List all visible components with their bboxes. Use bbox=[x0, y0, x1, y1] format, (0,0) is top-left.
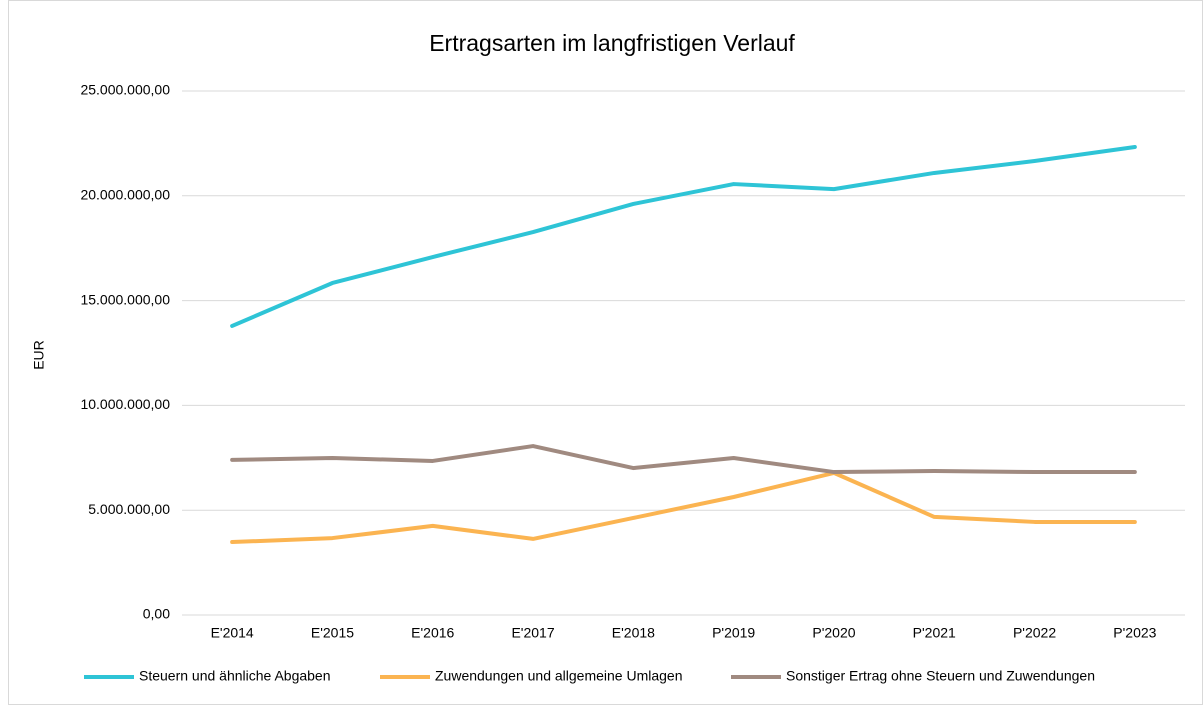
x-tick-label: P'2019 bbox=[712, 625, 755, 641]
legend-label: Zuwendungen und allgemeine Umlagen bbox=[435, 668, 683, 684]
y-tick-label: 15.000.000,00 bbox=[80, 291, 170, 307]
series-line bbox=[230, 144, 1137, 328]
x-tick-label: E'2015 bbox=[311, 625, 354, 641]
x-tick-label: E'2018 bbox=[612, 625, 655, 641]
y-tick-label: 10.000.000,00 bbox=[80, 396, 170, 412]
series-line bbox=[230, 470, 1137, 545]
x-tick-label: P'2023 bbox=[1113, 625, 1156, 641]
y-axis-label: EUR bbox=[31, 340, 47, 370]
x-tick-label: E'2016 bbox=[411, 625, 454, 641]
series-line bbox=[230, 444, 1137, 475]
x-tick-label: P'2020 bbox=[812, 625, 855, 641]
chart-title: Ertragsarten im langfristigen Verlauf bbox=[429, 30, 795, 56]
y-tick-label: 20.000.000,00 bbox=[80, 187, 170, 203]
x-tick-label: P'2022 bbox=[1013, 625, 1056, 641]
x-tick-label: P'2021 bbox=[913, 625, 956, 641]
x-tick-label: E'2014 bbox=[211, 625, 254, 641]
legend-label: Steuern und ähnliche Abgaben bbox=[139, 668, 331, 684]
y-tick-label: 0,00 bbox=[143, 606, 170, 622]
y-tick-label: 5.000.000,00 bbox=[88, 501, 170, 517]
x-tick-label: E'2017 bbox=[511, 625, 554, 641]
legend-label: Sonstiger Ertrag ohne Steuern und Zuwend… bbox=[786, 668, 1095, 684]
chart-frame bbox=[8, 0, 1203, 705]
y-tick-label: 25.000.000,00 bbox=[80, 82, 170, 98]
